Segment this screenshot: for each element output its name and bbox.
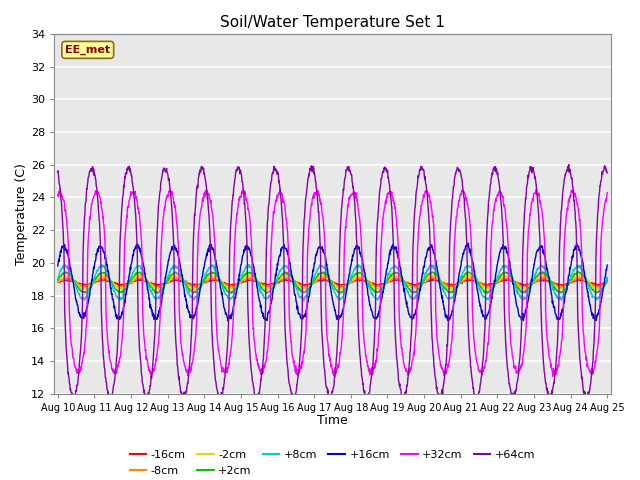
Line: +64cm: +64cm <box>58 165 607 401</box>
Text: EE_met: EE_met <box>65 45 110 55</box>
+32cm <box>97 201 104 206</box>
Line: +32cm: +32cm <box>58 189 607 377</box>
-16cm <box>308 280 316 286</box>
-2cm <box>191 288 198 293</box>
-16cm <box>604 280 611 286</box>
Y-axis label: Temperature (C): Temperature (C) <box>15 163 28 264</box>
-2cm <box>287 276 295 281</box>
+64cm <box>287 390 295 396</box>
-8cm <box>367 280 374 286</box>
Line: +8cm: +8cm <box>58 264 607 301</box>
-2cm <box>119 286 127 291</box>
-2cm <box>540 272 547 277</box>
+64cm <box>105 398 113 404</box>
-16cm <box>119 282 127 288</box>
-16cm <box>483 284 491 289</box>
+64cm <box>119 193 127 199</box>
+8cm <box>54 276 61 281</box>
-2cm <box>97 275 104 280</box>
+32cm <box>287 339 295 345</box>
Title: Soil/Water Temperature Set 1: Soil/Water Temperature Set 1 <box>220 15 445 30</box>
+64cm <box>565 162 573 168</box>
Line: -2cm: -2cm <box>58 275 607 290</box>
-8cm <box>287 276 295 282</box>
Legend: -16cm, -8cm, -2cm, +2cm, +8cm, +16cm, +32cm, +64cm: -16cm, -8cm, -2cm, +2cm, +8cm, +16cm, +3… <box>125 446 540 480</box>
Line: +2cm: +2cm <box>58 272 607 293</box>
+2cm <box>154 290 162 296</box>
+64cm <box>97 237 104 243</box>
+32cm <box>367 369 374 375</box>
+2cm <box>367 285 374 291</box>
-2cm <box>604 279 611 285</box>
-2cm <box>308 281 316 287</box>
+8cm <box>299 295 307 300</box>
+32cm <box>56 186 64 192</box>
-2cm <box>367 282 374 288</box>
-8cm <box>54 279 61 285</box>
+8cm <box>245 262 253 267</box>
X-axis label: Time: Time <box>317 414 348 427</box>
+8cm <box>367 289 375 295</box>
-16cm <box>367 280 374 286</box>
-16cm <box>298 282 306 288</box>
-8cm <box>604 279 611 285</box>
+8cm <box>604 276 611 281</box>
+8cm <box>97 264 104 270</box>
+16cm <box>119 312 127 317</box>
+2cm <box>97 270 104 276</box>
-16cm <box>97 277 104 283</box>
+2cm <box>119 290 127 296</box>
+16cm <box>287 268 295 274</box>
-8cm <box>119 283 127 289</box>
+32cm <box>119 325 127 331</box>
+2cm <box>574 269 582 275</box>
Line: -16cm: -16cm <box>58 279 607 287</box>
Line: -8cm: -8cm <box>58 277 607 288</box>
-8cm <box>538 274 545 280</box>
+16cm <box>604 262 611 268</box>
+16cm <box>465 240 472 246</box>
Line: +16cm: +16cm <box>58 243 607 321</box>
+32cm <box>549 374 557 380</box>
+64cm <box>308 165 316 170</box>
+8cm <box>287 272 295 277</box>
-8cm <box>298 283 306 288</box>
+64cm <box>299 264 307 270</box>
+32cm <box>299 359 307 364</box>
-8cm <box>308 281 316 287</box>
+8cm <box>309 277 317 283</box>
+16cm <box>97 243 104 249</box>
+16cm <box>299 316 307 322</box>
-8cm <box>483 285 491 291</box>
+16cm <box>225 318 232 324</box>
+16cm <box>367 306 374 312</box>
-8cm <box>97 276 104 282</box>
+2cm <box>287 274 295 280</box>
+2cm <box>604 276 611 282</box>
-2cm <box>299 286 307 292</box>
+16cm <box>54 263 61 269</box>
+32cm <box>604 190 611 195</box>
+32cm <box>54 192 61 198</box>
+2cm <box>54 277 61 283</box>
+32cm <box>308 196 316 202</box>
+64cm <box>604 170 611 176</box>
+64cm <box>54 169 61 175</box>
+2cm <box>308 280 316 286</box>
-16cm <box>287 278 295 284</box>
-16cm <box>54 279 61 285</box>
+64cm <box>367 378 374 384</box>
-2cm <box>54 278 61 284</box>
+8cm <box>300 298 308 304</box>
+16cm <box>308 270 316 276</box>
+8cm <box>119 295 127 301</box>
-16cm <box>578 276 586 282</box>
+2cm <box>299 289 307 295</box>
